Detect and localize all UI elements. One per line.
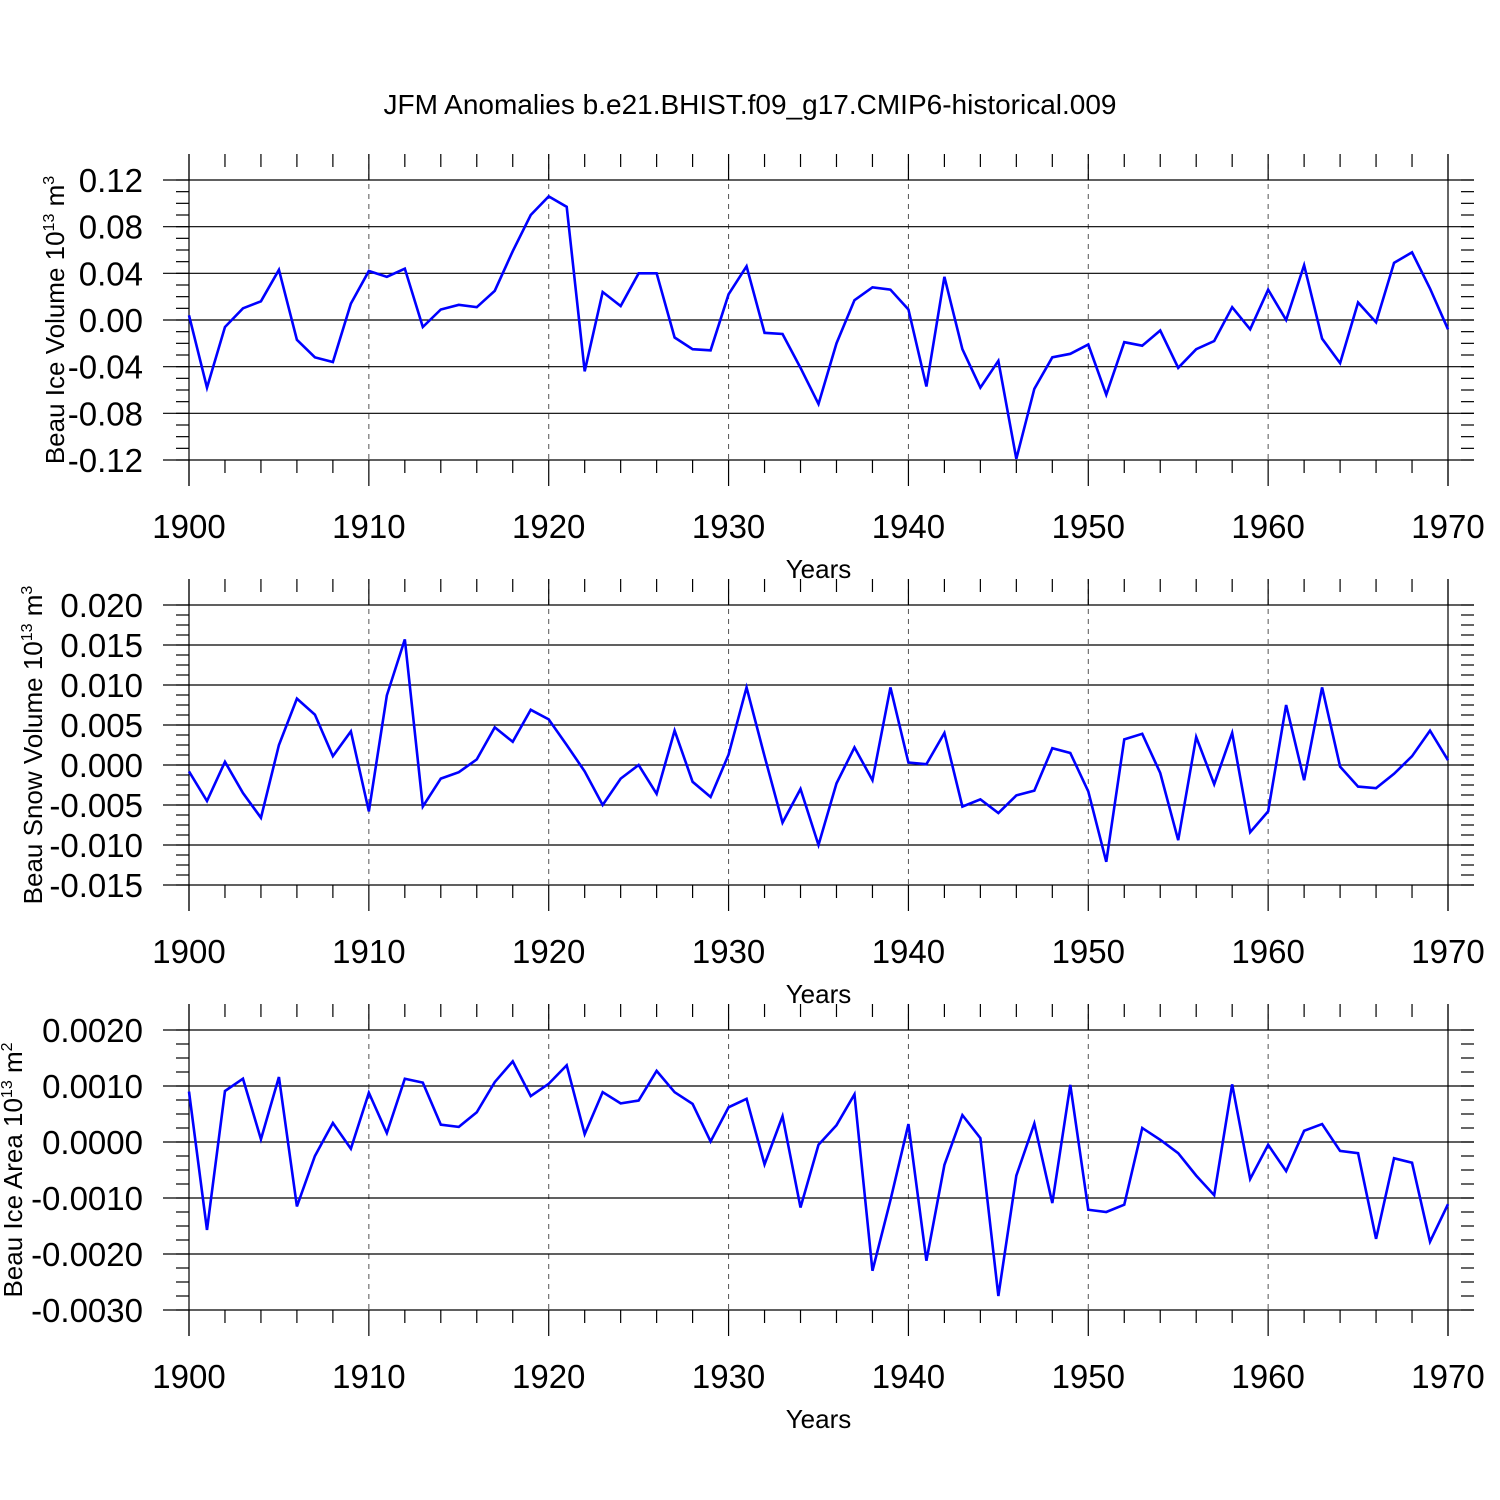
panel-snow-volume: -0.015-0.010-0.0050.0000.0050.0100.0150.… [18,579,1485,1009]
panel-ice-area: -0.0030 -0.0020 -0.0010 0.0000 0.0010 0.0020 1… [0,1004,1485,1434]
series-line [187,194,1450,460]
x-tick-label: 1960 [1231,933,1304,970]
y-tick-label: 0.12 [79,162,143,199]
x-tick-label: 1950 [1052,933,1125,970]
figure-title: JFM Anomalies b.e21.BHIST.f09_g17.CMIP6-… [383,89,1116,120]
x-tick-label: 1920 [512,1358,585,1395]
x-tick-label: 1930 [692,508,765,545]
y-tick-label: -0.015 [49,867,143,904]
x-tick-label: 1930 [692,933,765,970]
x-tick-label: 1920 [512,933,585,970]
y-tick-label: 0.020 [60,587,143,624]
y-tick-label: -0.0030 [31,1292,143,1329]
y-tick-label: 0.0020 [42,1012,143,1049]
y-tick-label: 0.0000 [42,1124,143,1161]
x-tick-label: 1900 [152,1358,225,1395]
y-tick-label: 0.04 [79,255,143,292]
y-tick-label: 0.015 [60,627,143,664]
x-tick-label: 1940 [872,1358,945,1395]
y-tick-label: 0.010 [60,667,143,704]
x-tick-label: 1910 [332,508,405,545]
y-axis-label: Beau Snow Volume 1013 m3 [18,586,48,905]
series-line [187,1059,1450,1297]
x-tick-label: 1920 [512,508,585,545]
panel-ice-volume: -0.12 -0.08 -0.04 0.00 0.04 0.08 0.12 1900 1910 1… [40,154,1485,584]
y-tick-label: -0.12 [68,442,143,479]
y-tick-label: 0.08 [79,209,143,246]
y-tick-label: -0.0010 [31,1180,143,1217]
y-axis-label: Beau Ice Volume 1013 m3 [40,176,70,464]
x-tick-label: 1910 [332,1358,405,1395]
x-tick-label: 1970 [1411,508,1484,545]
y-tick-label: 0.000 [60,747,143,784]
y-tick-label: -0.0020 [31,1236,143,1273]
y-tick-label: 0.005 [60,707,143,744]
x-tick-label: 1970 [1411,1358,1484,1395]
x-tick-label: 1910 [332,933,405,970]
x-tick-label: 1940 [872,933,945,970]
series-line [187,639,1450,863]
x-tick-label: 1950 [1052,508,1125,545]
x-axis-label: Years [786,1404,852,1434]
x-tick-label: 1950 [1052,1358,1125,1395]
y-tick-label: -0.08 [68,395,143,432]
y-tick-label: -0.04 [68,349,143,386]
x-tick-label: 1900 [152,508,225,545]
y-axis-label: Beau Ice Area 1013 m2 [0,1042,28,1297]
y-tick-label: 0.0010 [42,1068,143,1105]
x-tick-label: 1960 [1231,508,1304,545]
x-tick-label: 1940 [872,508,945,545]
y-tick-label: -0.005 [49,787,143,824]
x-tick-label: 1900 [152,933,225,970]
y-tick-label: -0.010 [49,827,143,864]
x-tick-label: 1930 [692,1358,765,1395]
x-tick-label: 1970 [1411,933,1484,970]
x-axis-label: Years [786,979,852,1009]
y-tick-label: 0.00 [79,302,143,339]
x-axis-label: Years [786,554,852,584]
x-tick-label: 1960 [1231,1358,1304,1395]
